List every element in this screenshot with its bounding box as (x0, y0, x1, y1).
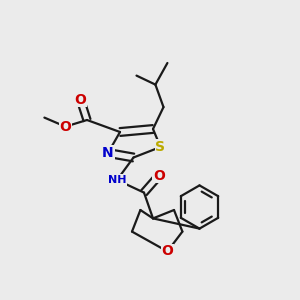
Text: S: S (155, 140, 166, 154)
Text: O: O (161, 244, 173, 258)
Text: O: O (74, 93, 86, 106)
Text: O: O (153, 169, 165, 182)
Text: O: O (59, 120, 71, 134)
Text: NH: NH (108, 175, 126, 185)
Text: N: N (102, 146, 114, 160)
